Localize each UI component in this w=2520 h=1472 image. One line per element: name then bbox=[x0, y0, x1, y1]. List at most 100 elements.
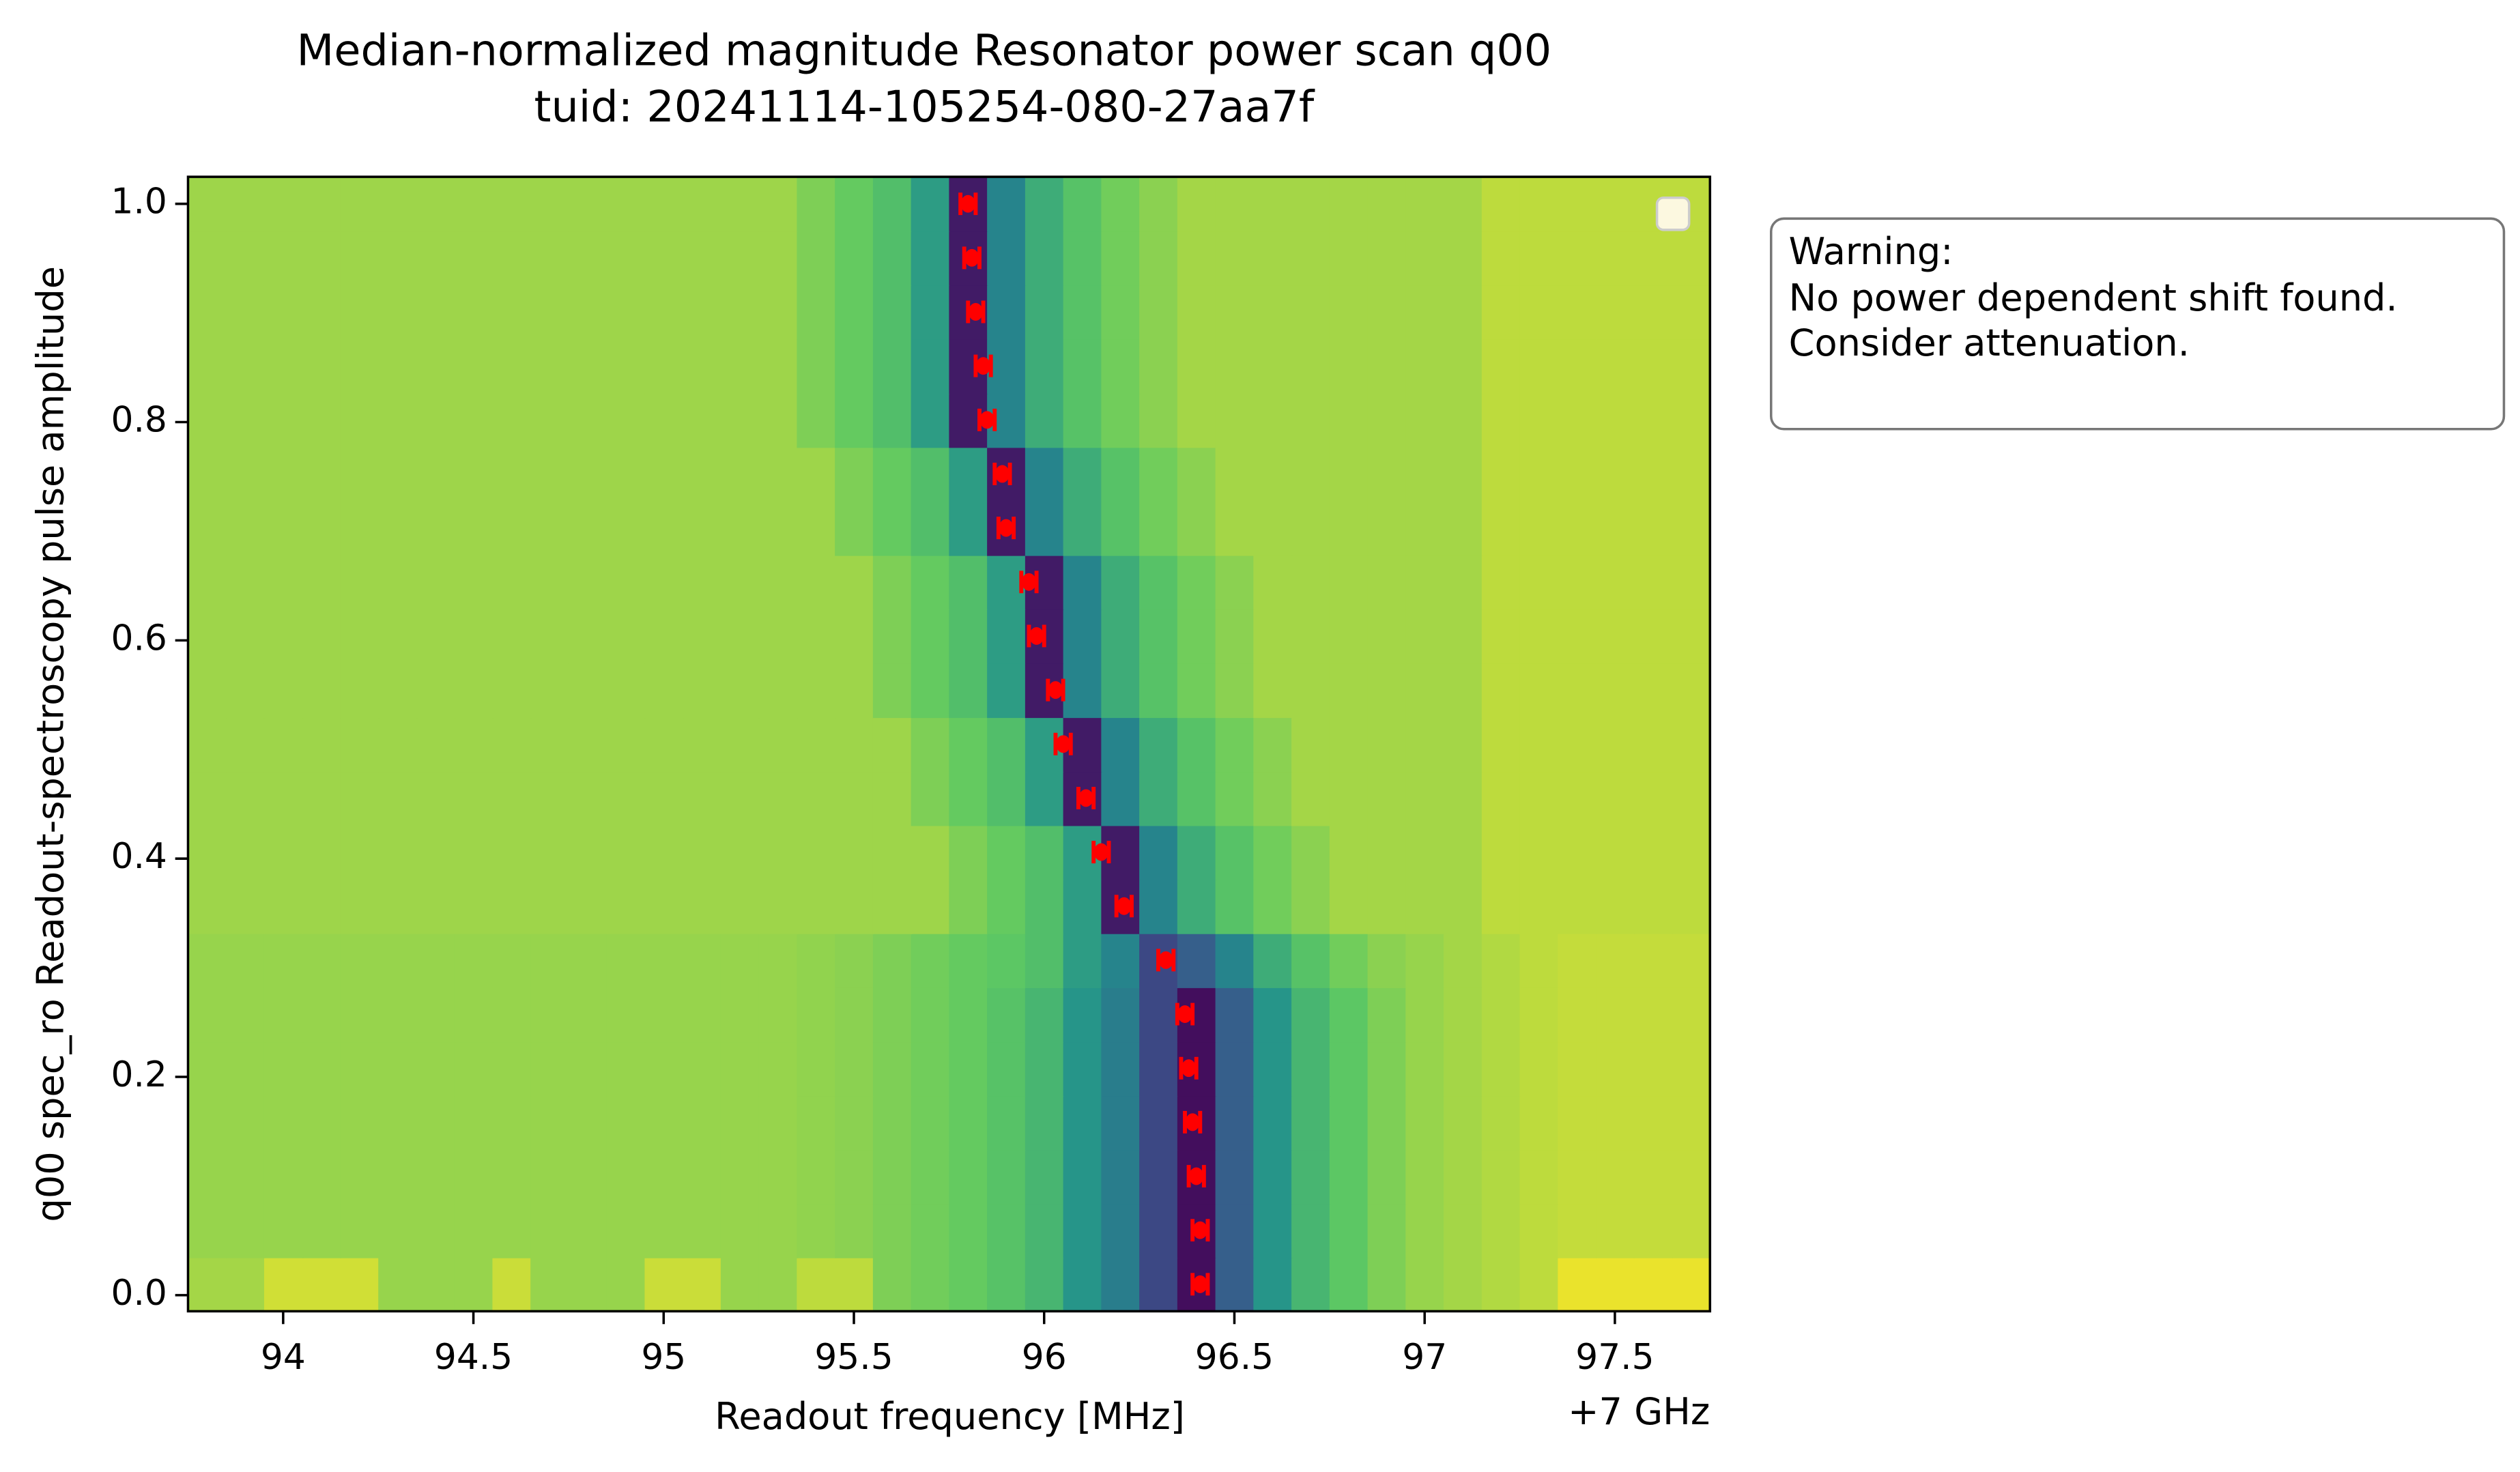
heatmap-cell bbox=[835, 338, 874, 394]
heatmap-cell bbox=[911, 1095, 950, 1151]
heatmap-cell bbox=[226, 717, 266, 773]
heatmap-cell bbox=[644, 933, 684, 988]
heatmap-cell bbox=[302, 987, 341, 1043]
heatmap-cell bbox=[835, 501, 874, 556]
heatmap-cell bbox=[872, 1095, 913, 1151]
heatmap-cell bbox=[1177, 177, 1217, 232]
heatmap-cell bbox=[1633, 987, 1673, 1043]
heatmap-cell bbox=[758, 663, 798, 719]
heatmap-cell bbox=[1063, 231, 1102, 286]
annotation-box bbox=[1769, 217, 2506, 431]
heatmap-cell bbox=[1596, 1257, 1635, 1312]
heatmap-cell bbox=[416, 338, 456, 394]
heatmap-cell bbox=[987, 825, 1027, 880]
heatmap-cell bbox=[226, 879, 266, 934]
heatmap-cell bbox=[872, 663, 913, 719]
heatmap-cell bbox=[416, 1257, 456, 1312]
heatmap-cell bbox=[949, 933, 988, 988]
heatmap-cell bbox=[1329, 1257, 1369, 1312]
heatmap-cell bbox=[1672, 825, 1711, 880]
heatmap-cell bbox=[911, 231, 950, 286]
heatmap-cell bbox=[1025, 1149, 1065, 1204]
heatmap-cell bbox=[1519, 663, 1559, 719]
heatmap-cell bbox=[720, 1257, 760, 1312]
heatmap-cell bbox=[911, 338, 950, 394]
heatmap-cell bbox=[720, 285, 760, 340]
heatmap-cell bbox=[872, 609, 913, 664]
heatmap-cell bbox=[1596, 663, 1635, 719]
heatmap-cell bbox=[226, 446, 266, 502]
heatmap-cell bbox=[1253, 987, 1293, 1043]
heatmap-cell bbox=[797, 717, 836, 773]
heatmap-cell bbox=[1633, 1095, 1673, 1151]
heatmap-cell bbox=[454, 1041, 493, 1097]
heatmap-cell bbox=[606, 446, 646, 502]
heatmap-cell bbox=[1444, 717, 1483, 773]
heatmap-cell bbox=[1481, 879, 1521, 934]
heatmap-cell bbox=[263, 609, 304, 664]
heatmap-cell bbox=[1672, 609, 1711, 664]
heatmap-cell bbox=[1444, 1041, 1483, 1097]
heatmap-cell bbox=[1596, 717, 1635, 773]
data-point bbox=[999, 519, 1014, 537]
heatmap-cell bbox=[1139, 879, 1179, 934]
heatmap-cell bbox=[1596, 825, 1635, 880]
heatmap-cell bbox=[911, 609, 950, 664]
heatmap-cell bbox=[378, 446, 418, 502]
heatmap-cell bbox=[1139, 231, 1179, 286]
heatmap-cell bbox=[568, 609, 608, 664]
heatmap-cell bbox=[263, 825, 304, 880]
heatmap-cell bbox=[720, 770, 760, 826]
heatmap-cell bbox=[1481, 392, 1521, 448]
heatmap-cell bbox=[568, 555, 608, 610]
heatmap-cell bbox=[1329, 1095, 1369, 1151]
heatmap-cell bbox=[987, 987, 1027, 1043]
heatmap-cell bbox=[378, 555, 418, 610]
heatmap-cell bbox=[454, 1203, 493, 1258]
heatmap-cell bbox=[1519, 1095, 1559, 1151]
heatmap-cell bbox=[987, 285, 1027, 340]
heatmap-cell bbox=[454, 987, 493, 1043]
heatmap-cell bbox=[797, 501, 836, 556]
heatmap-cell bbox=[1139, 1041, 1179, 1097]
heatmap-cell bbox=[1253, 338, 1293, 394]
heatmap-cell bbox=[644, 1095, 684, 1151]
heatmap-cell bbox=[378, 1095, 418, 1151]
heatmap-cell bbox=[758, 717, 798, 773]
heatmap-cell bbox=[1633, 231, 1673, 286]
heatmap-cell bbox=[263, 338, 304, 394]
heatmap-cell bbox=[1633, 717, 1673, 773]
data-point bbox=[1181, 1059, 1197, 1078]
x-tick-label: 94.5 bbox=[434, 1337, 513, 1378]
heatmap-cell bbox=[1101, 231, 1141, 286]
y-tick-label: 1.0 bbox=[111, 182, 167, 222]
heatmap-cell bbox=[1177, 663, 1217, 719]
heatmap-cell bbox=[1025, 879, 1065, 934]
heatmap-cell bbox=[987, 1203, 1027, 1258]
heatmap-cell bbox=[568, 663, 608, 719]
heatmap-cell bbox=[302, 770, 341, 826]
heatmap-cell bbox=[835, 663, 874, 719]
heatmap-cell bbox=[263, 717, 304, 773]
heatmap-cell bbox=[1063, 338, 1102, 394]
heatmap-cell bbox=[302, 609, 341, 664]
heatmap-cell bbox=[568, 1149, 608, 1204]
heatmap-cell bbox=[492, 338, 532, 394]
heatmap-cell bbox=[1558, 1095, 1597, 1151]
heatmap-cell bbox=[758, 1203, 798, 1258]
heatmap-cell bbox=[720, 392, 760, 448]
heatmap-cell bbox=[340, 501, 380, 556]
heatmap-cell bbox=[949, 879, 988, 934]
heatmap-cell bbox=[1481, 1041, 1521, 1097]
heatmap-cell bbox=[1481, 609, 1521, 664]
heatmap-cell bbox=[1405, 177, 1445, 232]
heatmap-cell bbox=[911, 177, 950, 232]
heatmap-cell bbox=[835, 446, 874, 502]
heatmap-cell bbox=[720, 717, 760, 773]
heatmap-cell bbox=[606, 609, 646, 664]
heatmap-cell bbox=[1558, 392, 1597, 448]
heatmap-cell bbox=[1444, 987, 1483, 1043]
heatmap-cell bbox=[797, 177, 836, 232]
heatmap-cell bbox=[1444, 285, 1483, 340]
heatmap-cell bbox=[1025, 338, 1065, 394]
